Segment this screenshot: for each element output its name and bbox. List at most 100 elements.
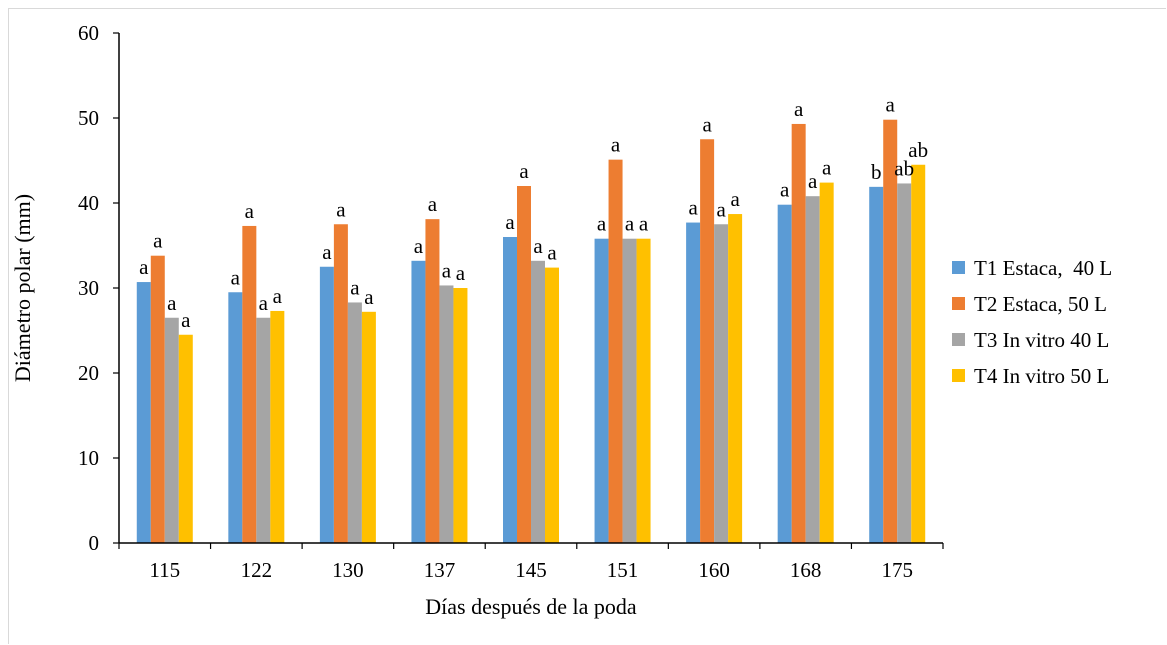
bar <box>686 222 701 544</box>
significance-label: a <box>808 169 818 193</box>
bar <box>777 204 792 543</box>
legend-label: T2 Estaca, 50 L <box>974 292 1107 316</box>
significance-label: a <box>730 187 740 211</box>
bar <box>819 182 834 543</box>
significance-label: a <box>414 234 424 258</box>
legend-label: T1 Estaca, 40 L <box>974 256 1112 280</box>
significance-label: a <box>442 258 452 282</box>
x-tick-label: 175 <box>881 558 913 582</box>
x-tick-label: 145 <box>515 558 547 582</box>
x-axis-ticks: 115 122 130 137 145 151 160 168 175 <box>118 543 944 582</box>
significance-label: a <box>428 192 438 216</box>
y-axis-title: Diámetro polar (mm) <box>10 194 35 382</box>
bar <box>503 237 517 543</box>
bar <box>270 310 285 543</box>
bar-marks <box>136 119 926 544</box>
bar <box>594 238 609 543</box>
bar <box>911 164 926 543</box>
bar <box>361 311 376 543</box>
y-axis-ticks: 0 10 20 30 40 50 60 <box>78 21 119 555</box>
significance-label: a <box>350 275 360 299</box>
significance-label: a <box>181 308 191 332</box>
significance-label: a <box>245 199 255 223</box>
y-tick-label: 50 <box>78 106 99 130</box>
legend-label: T4 In vitro 50 L <box>974 364 1109 388</box>
chart-frame <box>8 8 1166 644</box>
significance-label: a <box>322 240 332 264</box>
significance-label: a <box>153 229 163 253</box>
bar <box>714 224 729 543</box>
bar <box>347 302 362 543</box>
significance-label: a <box>519 159 529 183</box>
significance-label: a <box>886 93 896 117</box>
bar <box>256 317 271 543</box>
significance-label: a <box>822 156 832 180</box>
y-tick-label: 60 <box>78 21 99 45</box>
legend-swatch <box>952 297 965 310</box>
bar <box>453 288 468 543</box>
y-tick-label: 40 <box>78 191 99 215</box>
bar <box>319 266 334 543</box>
significance-label: a <box>139 255 149 279</box>
legend-swatch <box>952 369 965 382</box>
bar <box>178 334 193 543</box>
bar <box>700 139 715 543</box>
bar <box>164 317 179 543</box>
bar <box>531 260 545 543</box>
significance-label: a <box>231 265 241 289</box>
bar <box>883 119 898 543</box>
significance-label: a <box>794 97 804 121</box>
x-tick-label: 115 <box>149 558 180 582</box>
y-tick-label: 20 <box>78 361 99 385</box>
significance-label: ab <box>908 138 928 162</box>
legend: T1 Estaca, 40 L T2 Estaca, 50 L T3 In vitr… <box>952 256 1112 388</box>
x-tick-label: 168 <box>790 558 822 582</box>
significance-label: a <box>505 210 515 234</box>
bar <box>242 225 257 543</box>
bar <box>805 196 820 543</box>
bar <box>150 255 165 543</box>
bar <box>425 219 440 543</box>
x-tick-label: 160 <box>698 558 730 582</box>
legend-swatch <box>952 333 965 346</box>
bar <box>411 260 426 543</box>
significance-label: a <box>611 133 621 157</box>
x-tick-label: 130 <box>332 558 364 582</box>
significance-label: a <box>597 212 607 236</box>
x-tick-label: 122 <box>241 558 273 582</box>
significance-label: a <box>273 284 283 308</box>
significance-label: a <box>716 197 726 221</box>
bar <box>608 159 623 543</box>
significance-label: a <box>625 212 635 236</box>
bar <box>622 238 637 543</box>
significance-label: b <box>871 160 882 184</box>
x-tick-label: 137 <box>424 558 456 582</box>
significance-label: a <box>780 178 790 202</box>
bar <box>517 186 531 543</box>
bar <box>333 224 348 543</box>
bar <box>545 267 559 543</box>
x-tick-label: 151 <box>607 558 639 582</box>
bar <box>897 183 912 543</box>
significance-label: a <box>547 241 557 265</box>
legend-swatch <box>952 261 965 274</box>
legend-label: T3 In vitro 40 L <box>974 328 1109 352</box>
significance-label: a <box>533 234 543 258</box>
significance-label: a <box>336 197 346 221</box>
bar <box>728 214 743 544</box>
y-tick-label: 0 <box>89 531 100 555</box>
significance-label: ab <box>894 156 914 180</box>
bar <box>228 292 243 543</box>
bar <box>136 282 151 543</box>
bar <box>439 285 454 543</box>
significance-label: a <box>639 212 649 236</box>
significance-label: a <box>364 285 374 309</box>
bar <box>636 238 651 543</box>
significance-label: a <box>688 196 698 220</box>
x-axis-title: Días después de la poda <box>425 594 637 619</box>
bar <box>791 123 806 543</box>
significance-label: a <box>167 291 177 315</box>
significance-label: a <box>259 291 269 315</box>
